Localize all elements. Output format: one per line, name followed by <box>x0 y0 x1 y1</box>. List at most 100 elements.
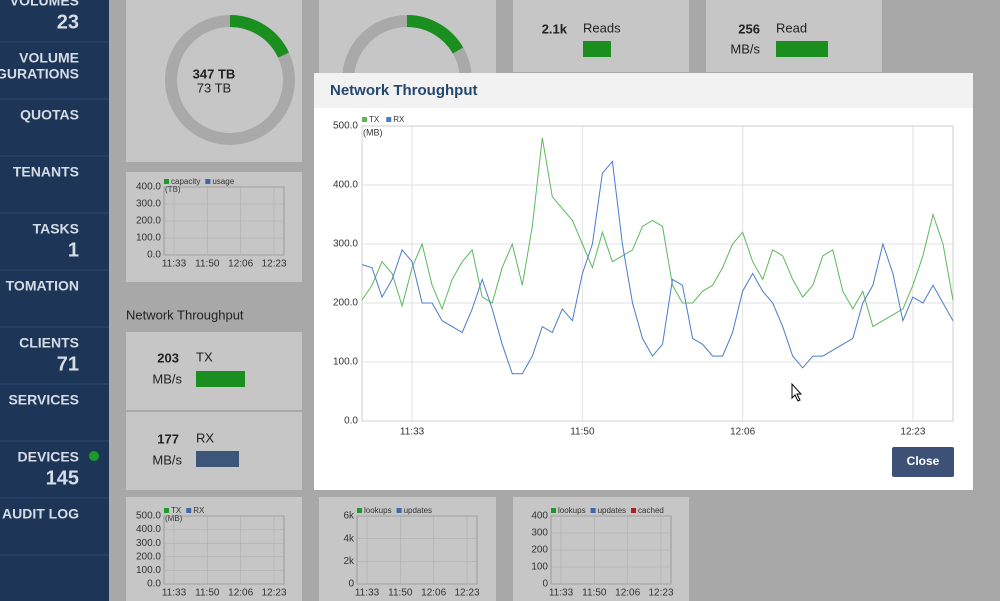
capacity-total: 347 TB <box>193 66 236 81</box>
nav-count: 23 <box>57 11 79 33</box>
nav-label: VOLUMES <box>10 0 79 9</box>
mini-x-tick: 11:50 <box>388 588 413 599</box>
rx-label: RX <box>196 430 214 445</box>
read-label: Read <box>776 20 807 35</box>
y-tick-label: 500.0 <box>333 121 358 132</box>
mini-x-tick: 12:23 <box>454 588 479 599</box>
y-tick-label: 300.0 <box>333 239 358 250</box>
mini-legend-label: cached <box>638 506 664 515</box>
mini-x-tick: 12:23 <box>261 259 286 270</box>
mini-legend-swatch <box>164 179 169 184</box>
mini-y-tick: 0 <box>542 579 548 590</box>
rx-bar <box>196 451 239 467</box>
mini-charts: capacity usage (TB) 400.0 300.0 200.0 100.0 0.0… <box>136 177 674 599</box>
mini-x-tick: 11:33 <box>162 588 187 599</box>
mini-y-tick: 100.0 <box>136 565 161 576</box>
rx-unit: MB/s <box>152 452 182 467</box>
mini-y-tick: 200.0 <box>136 551 161 562</box>
mini-unit: (TB) <box>165 185 181 194</box>
modal-header <box>314 73 973 108</box>
nav-label: GURATIONS <box>0 66 79 82</box>
status-dot <box>89 451 99 461</box>
throughput-chart: 0.0 100.0 200.0 300.0 400.0 500.0 11:33 11:50 12… <box>333 115 954 438</box>
mini-y-tick: 4k <box>343 533 355 544</box>
y-tick-label: 200.0 <box>333 298 358 309</box>
read-unit: MB/s <box>730 41 760 56</box>
legend-label: TX <box>369 115 380 124</box>
mini-legend-label: TX <box>171 506 182 515</box>
mini-x-tick: 11:33 <box>549 588 574 599</box>
series-line <box>361 160 954 375</box>
nav-label: QUOTAS <box>20 107 79 123</box>
mini-x-tick: 12:06 <box>615 588 640 599</box>
mini-x-tick: 12:06 <box>421 588 446 599</box>
close-button[interactable] <box>892 447 954 477</box>
mini-legend-swatch <box>205 179 211 184</box>
mini-x-tick: 12:23 <box>261 588 286 599</box>
donut-arc <box>406 15 464 54</box>
plot-frame <box>361 125 954 422</box>
tx-label: TX <box>196 349 213 364</box>
mini-y-tick: 400 <box>531 511 548 522</box>
capacity-used: 73 TB <box>197 80 231 95</box>
mini-x-tick: 12:06 <box>228 259 253 270</box>
mini-legend-label: RX <box>193 506 205 515</box>
mini-y-tick: 200.0 <box>136 216 161 227</box>
section-title: Network Throughput <box>126 307 244 322</box>
tx-value: 203 <box>157 350 179 365</box>
mini-legend-swatch <box>551 508 556 513</box>
sidebar <box>0 0 109 601</box>
mini-y-tick: 6k <box>343 511 355 522</box>
reads-label: Reads <box>583 20 621 35</box>
mini-legend-swatch <box>164 508 169 513</box>
mini-y-tick: 300.0 <box>136 199 161 210</box>
close-label[interactable]: Close <box>907 454 940 468</box>
legend-swatch <box>362 117 367 122</box>
mini-legend-label: updates <box>598 506 626 515</box>
mini-y-tick: 200 <box>531 545 548 556</box>
nav-count: 145 <box>46 467 79 489</box>
mini-x-tick: 11:50 <box>195 259 220 270</box>
mini-y-tick: 100.0 <box>136 233 161 244</box>
mini-y-tick: 0.0 <box>147 250 161 261</box>
mini-y-tick: 0.0 <box>147 579 161 590</box>
reads-bar <box>583 41 611 57</box>
mini-y-tick: 300.0 <box>136 538 161 549</box>
tx-bar <box>196 371 245 387</box>
modal-title: Network Throughput <box>330 82 477 99</box>
nav-label: AUDIT LOG <box>2 506 79 522</box>
nav-label: SERVICES <box>8 392 79 408</box>
mini-legend-swatch <box>590 508 596 513</box>
card <box>706 0 882 72</box>
nav-label: CLIENTS <box>19 335 79 351</box>
legend-swatch <box>386 117 392 122</box>
mini-x-tick: 11:33 <box>355 588 380 599</box>
mini-y-tick: 400.0 <box>136 524 161 535</box>
nav-label: VOLUME <box>19 50 79 66</box>
card <box>126 172 302 282</box>
nav-label: TENANTS <box>13 164 79 180</box>
nav-label: TOMATION <box>6 278 79 294</box>
x-tick-label: 11:33 <box>400 427 425 438</box>
mini-x-tick: 11:33 <box>162 259 187 270</box>
mini-y-tick: 300 <box>531 528 548 539</box>
tx-unit: MB/s <box>152 371 182 386</box>
y-tick-label: 100.0 <box>333 357 358 368</box>
mini-y-tick: 400.0 <box>136 182 161 193</box>
mini-x-tick: 11:50 <box>582 588 607 599</box>
mini-legend-label: lookups <box>558 506 586 515</box>
mini-x-tick: 11:50 <box>195 588 220 599</box>
read-bar <box>776 41 828 57</box>
y-tick-label: 400.0 <box>333 180 358 191</box>
nav-label: TASKS <box>33 221 79 237</box>
mini-legend-label: usage <box>212 177 234 186</box>
mini-x-tick: 12:23 <box>648 588 673 599</box>
rx-value: 177 <box>157 431 179 446</box>
mini-y-tick: 0 <box>348 579 354 590</box>
card <box>513 0 689 72</box>
x-tick-label: 12:06 <box>730 427 755 438</box>
mini-legend-label: capacity <box>171 177 200 186</box>
